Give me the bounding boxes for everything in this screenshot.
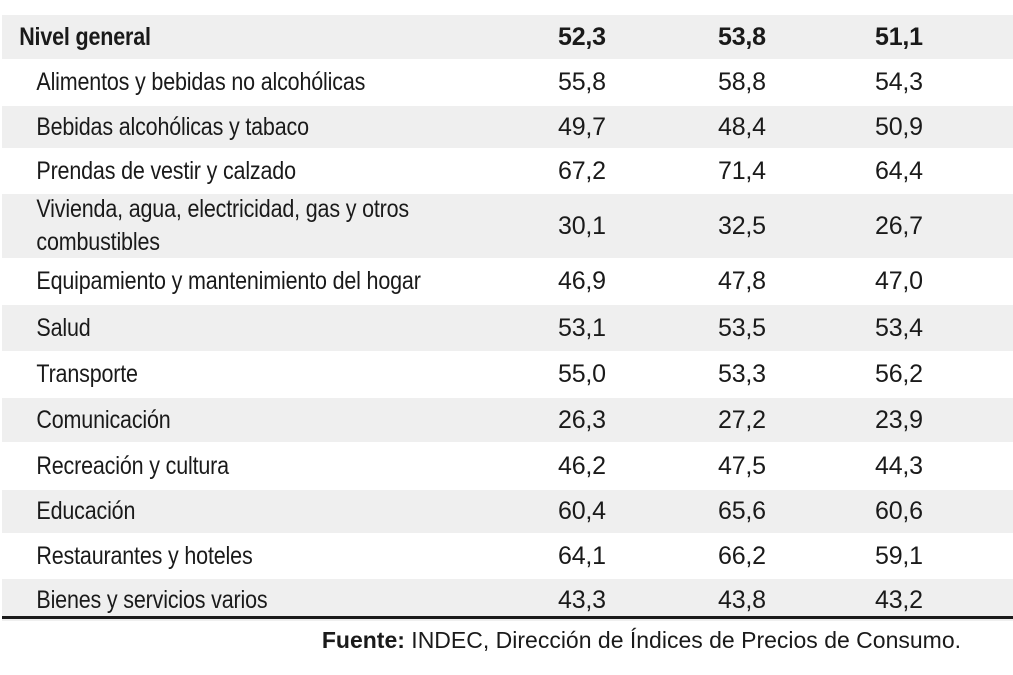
price-index-table: Nivel general 52,3 53,8 51,1 Alimentos y… bbox=[2, 13, 1013, 621]
source-text: INDEC, Dirección de Índices de Precios d… bbox=[404, 627, 961, 653]
row-value-2: 71,4 bbox=[718, 156, 766, 185]
row-category: Transporte bbox=[36, 360, 138, 388]
table-bottom-rule bbox=[2, 616, 1013, 619]
row-value-2: 53,3 bbox=[718, 360, 766, 388]
table-row: Recreación y cultura 46,2 47,5 44,3 bbox=[2, 442, 1013, 488]
row-value-2: 32,5 bbox=[718, 211, 766, 240]
table-row: Restaurantes y hoteles 64,1 66,2 59,1 bbox=[2, 533, 1013, 577]
row-value-1: 64,1 bbox=[558, 541, 606, 570]
row-value-3: 64,4 bbox=[875, 156, 923, 185]
row-value-2: 48,4 bbox=[718, 112, 766, 141]
row-value-2: 47,8 bbox=[718, 267, 766, 295]
table-row: Comunicación 26,3 27,2 23,9 bbox=[2, 396, 1013, 442]
row-category: Comunicación bbox=[36, 405, 171, 434]
row-category: Educación bbox=[36, 497, 136, 525]
row-category: Bienes y servicios varios bbox=[36, 585, 268, 614]
row-value-3: 26,7 bbox=[875, 211, 923, 240]
row-value-2: 66,2 bbox=[718, 541, 766, 570]
row-category: Prendas de vestir y calzado bbox=[36, 156, 296, 185]
row-value-3: 53,4 bbox=[875, 313, 923, 342]
row-category: Recreación y cultura bbox=[36, 451, 229, 480]
row-value-3: 60,6 bbox=[875, 497, 923, 525]
row-value-3: 59,1 bbox=[875, 541, 923, 570]
row-value-3: 43,2 bbox=[875, 585, 923, 614]
row-value-2: 58,8 bbox=[718, 68, 766, 96]
table-row-nivel-general: Nivel general 52,3 53,8 51,1 bbox=[2, 13, 1013, 59]
table-row: Salud 53,1 53,5 53,4 bbox=[2, 303, 1013, 351]
row-value-1: 30,1 bbox=[558, 211, 606, 240]
row-value-3: 51,1 bbox=[875, 22, 923, 51]
table-row: Equipamiento y mantenimiento del hogar 4… bbox=[2, 258, 1013, 303]
row-value-3: 50,9 bbox=[875, 112, 923, 141]
row-value-2: 53,8 bbox=[718, 22, 766, 51]
row-value-3: 23,9 bbox=[875, 405, 923, 434]
source-note: Fuente: INDEC, Dirección de Índices de P… bbox=[322, 627, 961, 654]
row-category: Equipamiento y mantenimiento del hogar bbox=[36, 267, 421, 295]
row-category: Restaurantes y hoteles bbox=[36, 541, 253, 570]
row-value-3: 44,3 bbox=[875, 451, 923, 480]
row-value-1: 55,0 bbox=[558, 360, 606, 388]
source-label: Fuente: bbox=[321, 627, 405, 653]
row-value-1: 67,2 bbox=[558, 156, 606, 185]
row-value-3: 54,3 bbox=[875, 68, 923, 96]
row-value-1: 55,8 bbox=[558, 68, 606, 96]
row-value-2: 27,2 bbox=[718, 405, 766, 434]
row-category: Alimentos y bebidas no alcohólicas bbox=[36, 68, 366, 96]
table-row: Bebidas alcohólicas y tabaco 49,7 48,4 5… bbox=[2, 104, 1013, 148]
table-row: Vivienda, agua, electricidad, gas y otro… bbox=[2, 192, 1013, 258]
row-value-1: 60,4 bbox=[558, 497, 606, 525]
row-value-2: 53,5 bbox=[718, 313, 766, 342]
row-value-1: 46,9 bbox=[558, 267, 606, 295]
row-category: Salud bbox=[36, 313, 91, 342]
row-category: Vivienda, agua, electricidad, gas y otro… bbox=[36, 195, 410, 256]
table-row: Bienes y servicios varios 43,3 43,8 43,2 bbox=[2, 577, 1013, 621]
row-value-1: 49,7 bbox=[558, 112, 606, 141]
row-value-3: 56,2 bbox=[875, 360, 923, 388]
table-row: Alimentos y bebidas no alcohólicas 55,8 … bbox=[2, 59, 1013, 104]
row-category: Nivel general bbox=[19, 22, 151, 51]
table-row: Educación 60,4 65,6 60,6 bbox=[2, 488, 1013, 533]
row-value-1: 26,3 bbox=[558, 405, 606, 434]
row-category: Bebidas alcohólicas y tabaco bbox=[36, 112, 309, 141]
row-value-3: 47,0 bbox=[875, 267, 923, 295]
row-value-1: 53,1 bbox=[558, 313, 606, 342]
row-value-2: 65,6 bbox=[718, 497, 766, 525]
row-value-1: 46,2 bbox=[558, 451, 606, 480]
table-row: Transporte 55,0 53,3 56,2 bbox=[2, 351, 1013, 396]
table-row: Prendas de vestir y calzado 67,2 71,4 64… bbox=[2, 148, 1013, 192]
row-value-1: 43,3 bbox=[558, 585, 606, 614]
row-value-2: 47,5 bbox=[718, 451, 766, 480]
row-value-2: 43,8 bbox=[718, 585, 766, 614]
row-value-1: 52,3 bbox=[558, 22, 606, 51]
